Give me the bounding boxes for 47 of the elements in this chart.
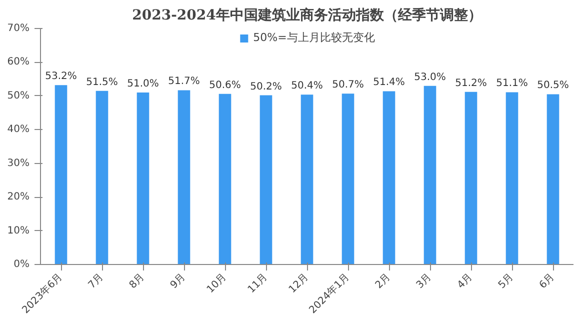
x-tick-label: 10月 [205,272,229,296]
y-tick-label: 30% [7,158,30,169]
y-tick-label: 70% [7,23,30,34]
y-tick-label: 50% [7,90,30,102]
x-tick-label: 3月 [414,272,434,291]
text: 50.2% [250,81,282,92]
bar [546,94,560,264]
bar [96,90,108,264]
text: 51.1% [496,78,528,90]
x-tick-label: 2月 [374,272,393,291]
bar [178,90,190,264]
text: 51.0% [127,78,159,90]
x-tick-label: 12月 [287,272,311,296]
text: 51.4% [373,77,405,88]
text: 50.4% [291,80,323,92]
x-tick-label: 9月 [168,272,188,291]
text: 50.7% [332,80,364,91]
bar [300,94,314,264]
text: 50.5% [537,80,569,92]
y-tick-label: 0% [14,259,30,270]
y-tick-label: 60% [7,56,30,68]
x-tick-label: 5月 [496,272,516,291]
bar [424,86,436,264]
legend-label: 50%=与上月比较无变化 [253,30,375,45]
bar [218,94,232,264]
y-tick-label: 20% [7,192,30,203]
bar [464,92,478,264]
text: 53.0% [414,72,446,83]
text: 51.2% [455,78,487,89]
bar [54,85,68,264]
bar [382,91,396,264]
text: 51.5% [86,76,118,88]
x-tick-label: 8月 [128,272,147,291]
x-tick-label: 7月 [86,272,106,291]
text: 50.6% [209,80,241,91]
bar [136,92,150,264]
bar [342,94,354,264]
bar [260,95,272,264]
x-tick-label: 4月 [456,272,475,291]
y-tick-label: 40% [7,124,30,136]
x-tick-label: 6月 [538,272,557,291]
text: 53.2% [45,71,77,82]
bar [506,92,518,264]
y-tick-label: 10% [7,225,30,236]
chart-title: 2023-2024年中国建筑业商务活动指数（经季节调整） [132,6,482,24]
text: 51.7% [168,76,200,88]
x-tick-label: 11月 [246,272,270,296]
